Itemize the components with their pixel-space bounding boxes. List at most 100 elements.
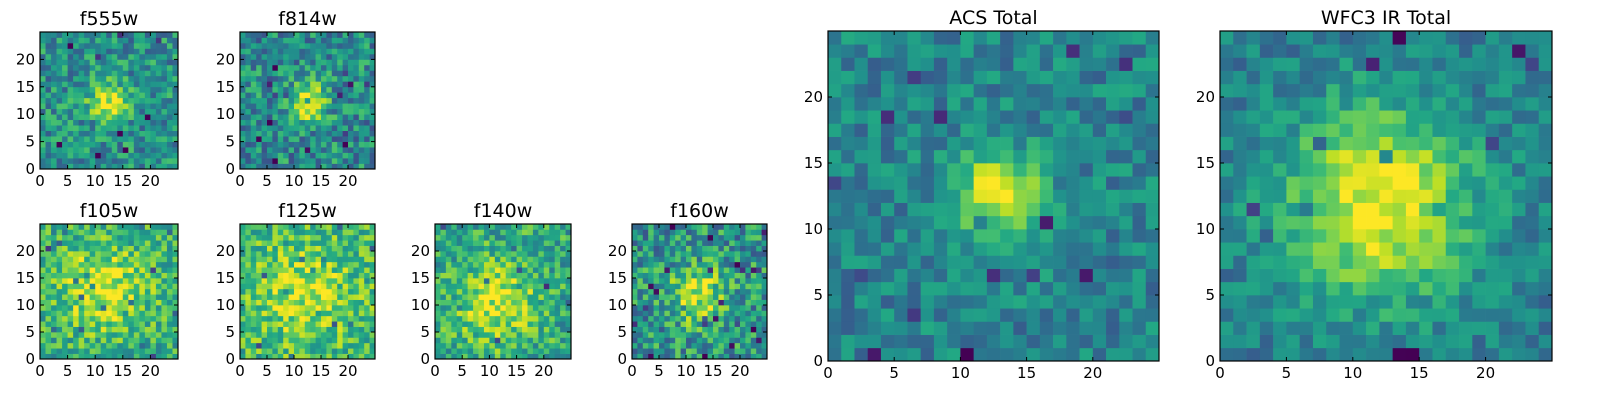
heatmap-cell [240,305,246,311]
heatmap-cell [675,332,681,338]
heatmap-cell [973,83,988,98]
heatmap-cell [947,334,961,349]
heatmap-cell [1405,255,1420,269]
heatmap-cell [696,278,703,284]
heatmap-cell [111,240,118,246]
heatmap-cell [549,234,556,241]
heatmap-cell [337,119,343,126]
heatmap-cell [139,337,146,344]
heatmap-cell [1459,229,1473,243]
heatmap-cell [1079,229,1094,243]
heatmap-cell [315,332,322,338]
heatmap-cell [337,321,343,327]
heatmap-cell [299,326,306,333]
heatmap-cell [532,251,539,257]
heatmap-cell [353,332,360,338]
heatmap-cell [267,130,273,137]
heatmap-cell [1132,321,1147,335]
heatmap-cell [267,240,273,246]
heatmap-cell [756,294,762,300]
heatmap-cell [315,337,322,344]
heatmap-cell [294,267,300,273]
heatmap-cell [828,215,842,230]
heatmap-cell [321,59,327,66]
heatmap-cell [1312,308,1327,322]
heatmap-cell [686,278,692,284]
heatmap-cell [1273,202,1287,217]
heatmap-cell [549,261,556,268]
y-tick-label: 10 [216,296,235,314]
heatmap-cell [854,136,869,151]
heatmap-cell [294,229,300,236]
heatmap-cell [1326,321,1340,335]
heatmap-cell [435,229,441,236]
heatmap-cell [139,315,146,322]
heatmap-cell [511,251,517,257]
heatmap-cell [133,326,140,333]
heatmap-cell [364,299,370,306]
heatmap-cell [310,103,316,110]
heatmap-cell [435,321,441,327]
heatmap-cell [880,281,895,296]
heatmap-cell [283,86,289,93]
heatmap-cell [369,278,376,284]
heatmap-cell [342,229,349,236]
heatmap-cell [680,245,687,252]
heatmap-cell [933,97,948,111]
heatmap-cell [172,108,179,115]
heatmap-cell [67,53,74,60]
heatmap-cell [106,152,113,159]
heatmap-cell [445,299,452,306]
heatmap-cell [288,42,295,49]
heatmap-cell [648,299,654,306]
heatmap-cell [73,64,79,71]
heatmap-cell [664,342,671,349]
heatmap-cell [1079,110,1094,124]
heatmap-cell [245,158,252,164]
heatmap-cell [78,288,85,295]
x-tick-label: 0 [35,362,45,380]
heatmap-cell [321,310,327,317]
heatmap-cell [240,158,246,164]
heatmap-cell [144,37,151,44]
heatmap-cell [240,32,246,38]
heatmap-cell [106,288,113,295]
heatmap-cell [277,136,284,142]
heatmap-cell [144,299,151,306]
heatmap-cell [1286,321,1301,335]
heatmap-cell [1459,189,1473,203]
heatmap-cell [369,86,376,93]
heatmap-cell [659,278,665,284]
heatmap-cell [288,256,295,263]
heatmap-cell [95,267,102,273]
heatmap-cell [100,103,107,110]
heatmap-cell [1299,308,1314,322]
heatmap-cell [554,224,561,230]
heatmap-cell [111,342,118,349]
heatmap-cell [483,240,490,246]
heatmap-cell [331,158,338,164]
heatmap-cell [659,342,665,349]
heatmap-cell [122,342,129,349]
heatmap-cell [331,251,338,257]
heatmap-cell [467,348,474,354]
heatmap-cell [653,294,660,300]
heatmap-cell [1326,255,1340,269]
heatmap-cell [1312,334,1327,349]
heatmap-cell [122,278,129,284]
heatmap-cell [707,326,714,333]
heatmap-cell [337,130,343,137]
heatmap-cell [84,86,91,93]
heatmap-cell [337,141,343,148]
heatmap-cell [161,240,168,246]
heatmap-cell [51,32,57,38]
heatmap-cell [288,141,295,148]
heatmap-cell [100,326,107,333]
heatmap-cell [304,310,311,317]
heatmap-cell [106,108,113,115]
heatmap-cell [713,224,719,230]
heatmap-cell [1106,57,1120,71]
heatmap-cell [315,42,322,49]
heatmap-cell [1538,163,1553,177]
heatmap-cell [95,97,102,104]
